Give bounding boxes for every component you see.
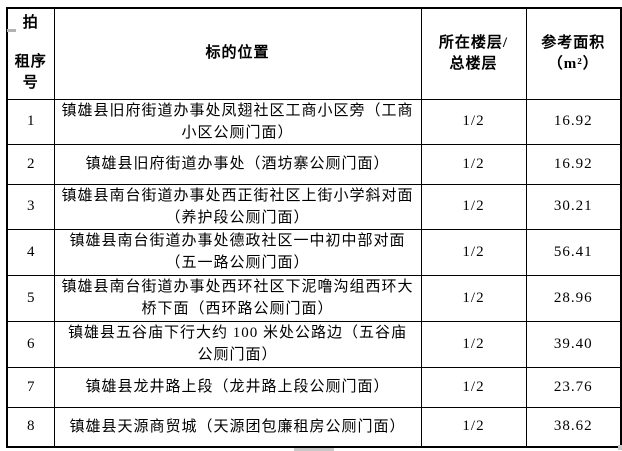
- table-row: 1 镇雄县旧府街道办事处凤翅社区工商小区旁（工商小区公厕门面） 1/2 16.9…: [6, 98, 622, 145]
- cell-location: 镇雄县五谷庙下行大约 100 米处公路边（五谷庙公厕门面）: [53, 320, 422, 368]
- cell-location: 镇雄县南台街道办事处西环社区下泥噜沟组西环大桥下面（西环路公厕门面）: [53, 274, 422, 322]
- header-floor-line: 所在楼层/: [438, 34, 509, 51]
- cell-area: 56.41: [525, 228, 622, 276]
- cell-floor: 1/2: [420, 320, 527, 368]
- cell-floor: 1/2: [420, 228, 527, 276]
- cell-seq-no: 6: [6, 320, 55, 368]
- cell-floor: 1/2: [420, 98, 527, 145]
- cell-area: 39.40: [525, 320, 622, 368]
- cell-floor: 1/2: [420, 406, 527, 448]
- cell-floor: 1/2: [420, 143, 527, 185]
- cell-seq-no: 8: [6, 406, 55, 448]
- rental-lots-table: 拍 租序 号 标的位置 所在楼层/ 总楼层 参考面积 （m²） 1 镇雄县旧府街…: [6, 7, 622, 448]
- cell-location: 镇雄县南台街道办事处西正街社区上街小学斜对面（养护段公厕门面）: [53, 183, 422, 230]
- header-floor-line: 总楼层: [449, 55, 498, 72]
- cell-area: 28.96: [525, 274, 622, 322]
- cell-location: 镇雄县天源商贸城（天源团包廉租房公厕门面）: [53, 406, 422, 448]
- table-row: 8 镇雄县天源商贸城（天源团包廉租房公厕门面） 1/2 38.62: [6, 406, 622, 448]
- cell-area: 16.92: [525, 143, 622, 185]
- table-row: 7 镇雄县龙井路上段（龙井路上段公厕门面） 1/2 23.76: [6, 366, 622, 408]
- cell-seq-no: 3: [6, 183, 55, 230]
- cell-area: 38.62: [525, 406, 622, 448]
- header-floor: 所在楼层/ 总楼层: [420, 7, 527, 100]
- cell-seq-no: 2: [6, 143, 55, 185]
- cell-area: 23.76: [525, 366, 622, 408]
- header-area-line: （m²）: [547, 55, 599, 72]
- header-seq-no-line: 拍: [22, 15, 39, 32]
- table-row: 3 镇雄县南台街道办事处西正街社区上街小学斜对面（养护段公厕门面） 1/2 30…: [6, 183, 622, 230]
- header-area-line: 参考面积: [541, 34, 606, 51]
- header-seq-no: 拍 租序 号: [6, 7, 55, 100]
- table-row: 5 镇雄县南台街道办事处西环社区下泥噜沟组西环大桥下面（西环路公厕门面） 1/2…: [6, 274, 622, 322]
- cell-location: 镇雄县旧府街道办事处凤翅社区工商小区旁（工商小区公厕门面）: [53, 98, 422, 145]
- cell-floor: 1/2: [420, 183, 527, 230]
- header-seq-no-line: 租序: [14, 54, 47, 71]
- cell-floor: 1/2: [420, 274, 527, 322]
- cell-area: 30.21: [525, 183, 622, 230]
- table-row: 6 镇雄县五谷庙下行大约 100 米处公路边（五谷庙公厕门面） 1/2 39.4…: [6, 320, 622, 368]
- cell-location: 镇雄县龙井路上段（龙井路上段公厕门面）: [53, 366, 422, 408]
- cell-seq-no: 4: [6, 228, 55, 276]
- cell-location: 镇雄县南台街道办事处德政社区一中初中部对面（五一路公厕门面）: [53, 228, 422, 276]
- cell-seq-no: 5: [6, 274, 55, 322]
- cell-floor: 1/2: [420, 366, 527, 408]
- cell-location: 镇雄县旧府街道办事处（酒坊寨公厕门面）: [53, 143, 422, 185]
- header-location: 标的位置: [53, 7, 422, 100]
- cell-seq-no: 7: [6, 366, 55, 408]
- table-header-row: 拍 租序 号 标的位置 所在楼层/ 总楼层 参考面积 （m²）: [6, 7, 622, 100]
- table-row: 4 镇雄县南台街道办事处德政社区一中初中部对面（五一路公厕门面） 1/2 56.…: [6, 228, 622, 276]
- header-area: 参考面积 （m²）: [525, 7, 622, 100]
- cell-area: 16.92: [525, 98, 622, 145]
- cell-seq-no: 1: [6, 98, 55, 145]
- header-seq-no-line: 号: [22, 75, 39, 92]
- table-row: 2 镇雄县旧府街道办事处（酒坊寨公厕门面） 1/2 16.92: [6, 143, 622, 185]
